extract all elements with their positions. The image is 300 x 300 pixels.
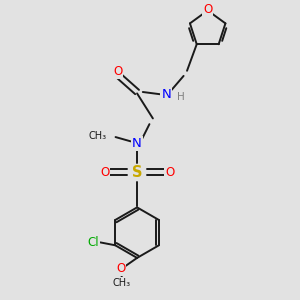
Text: N: N <box>161 88 171 101</box>
Text: CH₃: CH₃ <box>113 278 131 288</box>
Text: S: S <box>132 165 142 180</box>
Text: N: N <box>132 137 142 150</box>
Text: O: O <box>100 166 109 179</box>
Text: O: O <box>203 3 212 16</box>
Text: O: O <box>165 166 174 179</box>
Text: H: H <box>177 92 185 102</box>
Text: Cl: Cl <box>88 236 100 249</box>
Text: O: O <box>116 262 125 275</box>
Text: CH₃: CH₃ <box>89 130 107 141</box>
Text: O: O <box>113 65 122 78</box>
